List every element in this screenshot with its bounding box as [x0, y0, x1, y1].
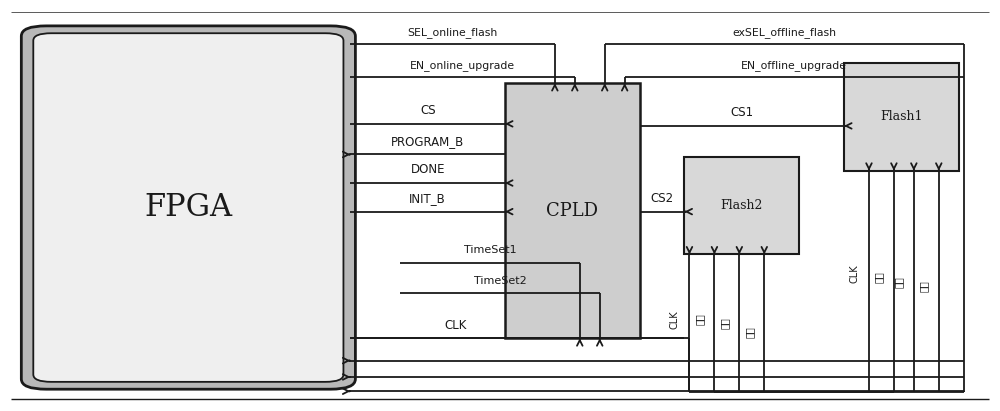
Text: 地址: 地址 — [719, 318, 729, 329]
Text: INIT_B: INIT_B — [409, 192, 446, 205]
Text: Flash1: Flash1 — [880, 110, 923, 123]
Text: PROGRAM_B: PROGRAM_B — [391, 135, 464, 148]
Text: 控制: 控制 — [919, 280, 929, 291]
FancyBboxPatch shape — [684, 157, 799, 254]
Text: 数据: 数据 — [874, 272, 884, 284]
FancyBboxPatch shape — [505, 83, 640, 338]
Text: FPGA: FPGA — [144, 192, 232, 223]
Text: CLK: CLK — [670, 310, 680, 329]
FancyBboxPatch shape — [33, 33, 343, 382]
FancyBboxPatch shape — [844, 62, 959, 171]
Text: CLK: CLK — [849, 264, 859, 283]
Text: CS: CS — [420, 104, 436, 117]
Text: CS1: CS1 — [730, 106, 753, 119]
Text: DONE: DONE — [410, 164, 445, 176]
Text: TimeSet1: TimeSet1 — [464, 245, 516, 255]
Text: EN_online_upgrade: EN_online_upgrade — [410, 60, 515, 71]
Text: Flash2: Flash2 — [721, 199, 763, 212]
Text: CS2: CS2 — [650, 192, 674, 205]
Text: SEL_online_flash: SEL_online_flash — [408, 28, 498, 38]
Text: TimeSet2: TimeSet2 — [474, 276, 526, 286]
Text: CLK: CLK — [444, 319, 466, 332]
Text: 控制: 控制 — [744, 326, 754, 337]
Text: exSEL_offline_flash: exSEL_offline_flash — [732, 28, 836, 38]
FancyBboxPatch shape — [21, 26, 355, 389]
Text: EN_offline_upgrade: EN_offline_upgrade — [741, 60, 847, 71]
Text: CPLD: CPLD — [546, 202, 598, 219]
Text: 地址: 地址 — [894, 276, 904, 288]
Text: 数据: 数据 — [694, 314, 704, 325]
